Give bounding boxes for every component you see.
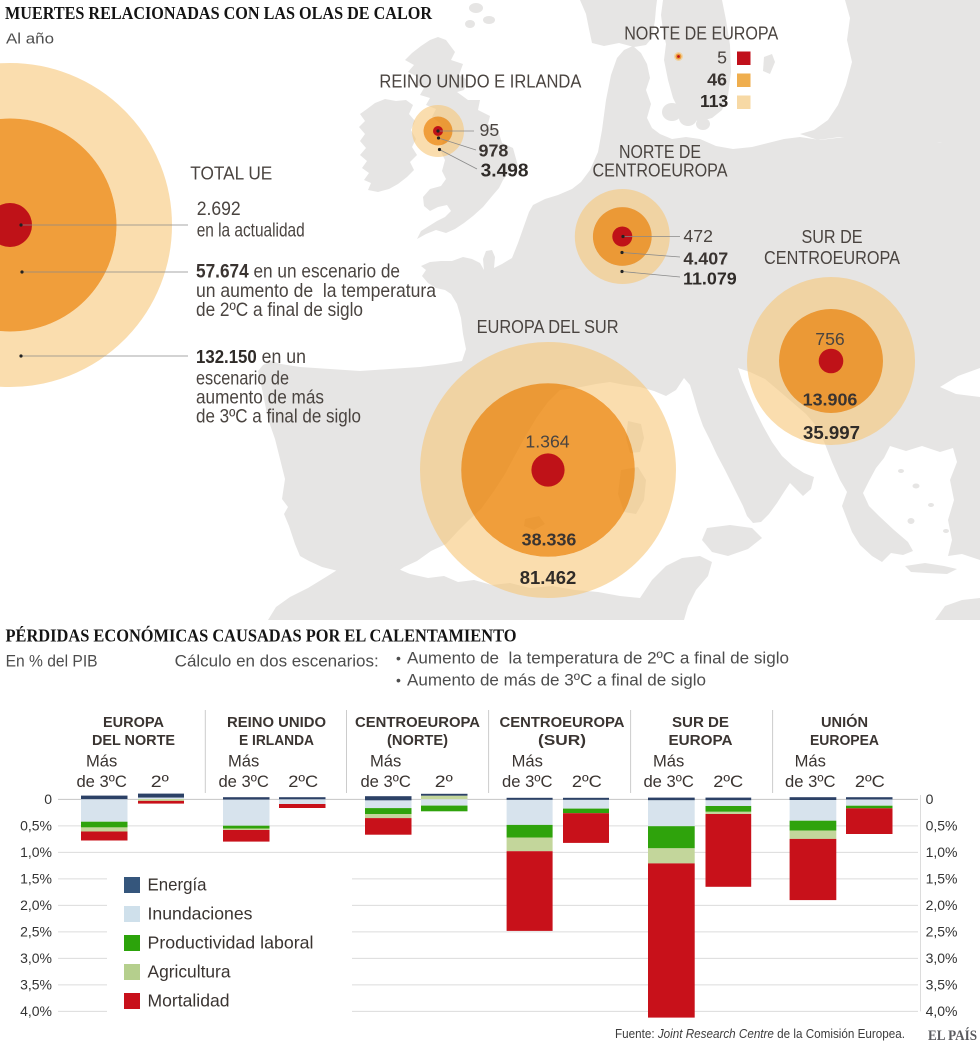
svg-text:de 3ºC: de 3ºC bbox=[76, 772, 126, 791]
svg-text:DEL NORTE: DEL NORTE bbox=[92, 732, 175, 749]
svg-text:Agricultura: Agricultura bbox=[148, 962, 231, 982]
svg-text:2,0%: 2,0% bbox=[926, 897, 958, 913]
svg-text:978: 978 bbox=[479, 140, 509, 160]
svg-text:1,5%: 1,5% bbox=[926, 871, 958, 887]
svg-text:0,5%: 0,5% bbox=[926, 818, 958, 834]
svg-text:2ºC: 2ºC bbox=[855, 772, 885, 791]
svg-text:1.364: 1.364 bbox=[525, 432, 569, 452]
svg-text:REINO UNIDO: REINO UNIDO bbox=[227, 714, 326, 731]
svg-text:2.692: 2.692 bbox=[197, 198, 241, 220]
svg-text:3,5%: 3,5% bbox=[926, 977, 958, 993]
svg-text:Aumento de más de 3ºC a final: Aumento de más de 3ºC a final de siglo bbox=[407, 671, 706, 690]
svg-text:Fuente: Joint Research Centre: Fuente: Joint Research Centre de la Comi… bbox=[615, 1026, 905, 1041]
svg-text:Energía: Energía bbox=[148, 875, 207, 895]
svg-text:CENTROEUROPA: CENTROEUROPA bbox=[355, 714, 480, 731]
svg-text:4,0%: 4,0% bbox=[926, 1003, 958, 1019]
svg-text:3,5%: 3,5% bbox=[20, 977, 52, 993]
svg-text:756: 756 bbox=[815, 329, 845, 349]
svg-text:3,0%: 3,0% bbox=[926, 950, 958, 966]
svg-text:escenario de: escenario de bbox=[196, 368, 289, 390]
svg-text:2º: 2º bbox=[151, 772, 169, 791]
svg-text:132.150 en un: 132.150 en un bbox=[196, 346, 306, 368]
svg-text:Al año: Al año bbox=[6, 32, 54, 48]
svg-text:2,0%: 2,0% bbox=[20, 897, 52, 913]
svg-text:EUROPA: EUROPA bbox=[669, 732, 733, 749]
svg-text:NORTE DE: NORTE DE bbox=[619, 142, 701, 163]
svg-text:MUERTES RELACIONADAS CON LAS O: MUERTES RELACIONADAS CON LAS OLAS DE CAL… bbox=[5, 3, 433, 23]
svg-text:13.906: 13.906 bbox=[803, 390, 858, 410]
svg-text:95: 95 bbox=[480, 120, 500, 140]
svg-text:113: 113 bbox=[700, 91, 728, 111]
svg-text:0: 0 bbox=[44, 791, 52, 807]
svg-text:de 3ºC: de 3ºC bbox=[785, 772, 835, 791]
svg-text:SUR DE: SUR DE bbox=[802, 227, 863, 248]
svg-text:Aumento de la temperatura de: Aumento de la temperatura de 2ºC a final… bbox=[407, 649, 789, 668]
svg-text:de 3ºC: de 3ºC bbox=[360, 772, 410, 791]
svg-text:2,5%: 2,5% bbox=[926, 924, 958, 940]
svg-text:11.079: 11.079 bbox=[683, 269, 737, 289]
svg-text:2ºC: 2ºC bbox=[288, 772, 318, 791]
svg-text:0,5%: 0,5% bbox=[20, 818, 52, 834]
svg-text:46: 46 bbox=[707, 70, 727, 90]
svg-text:en la actualidad: en la actualidad bbox=[197, 219, 305, 241]
svg-text:EUROPA DEL SUR: EUROPA DEL SUR bbox=[477, 317, 619, 338]
svg-text:de 3ºC: de 3ºC bbox=[643, 772, 693, 791]
svg-text:Más: Más bbox=[370, 751, 401, 770]
svg-text:EL PAÍS: EL PAÍS bbox=[928, 1027, 977, 1044]
svg-text:•: • bbox=[396, 672, 401, 688]
svg-text:Más: Más bbox=[86, 751, 117, 770]
svg-text:472: 472 bbox=[683, 226, 713, 246]
svg-text:1,5%: 1,5% bbox=[20, 871, 52, 887]
svg-text:SUR DE: SUR DE bbox=[672, 714, 729, 731]
svg-text:PÉRDIDAS ECONÓMICAS CAUSADAS P: PÉRDIDAS ECONÓMICAS CAUSADAS POR EL CALE… bbox=[6, 626, 517, 646]
svg-text:Productividad laboral: Productividad laboral bbox=[148, 933, 314, 953]
svg-text:2,5%: 2,5% bbox=[20, 924, 52, 940]
svg-text:En % del PIB: En % del PIB bbox=[6, 652, 98, 671]
svg-text:81.462: 81.462 bbox=[520, 567, 577, 588]
svg-text:de 3ºC: de 3ºC bbox=[218, 772, 268, 791]
svg-text:TOTAL UE: TOTAL UE bbox=[190, 163, 272, 184]
svg-text:Más: Más bbox=[512, 751, 543, 770]
svg-text:5: 5 bbox=[717, 48, 727, 68]
svg-text:3,0%: 3,0% bbox=[20, 950, 52, 966]
svg-text:EUROPA: EUROPA bbox=[103, 714, 164, 731]
svg-text:(NORTE): (NORTE) bbox=[387, 732, 448, 749]
svg-text:EUROPEA: EUROPEA bbox=[810, 732, 879, 749]
svg-text:de 3ºC: de 3ºC bbox=[502, 772, 552, 791]
svg-text:0: 0 bbox=[926, 791, 934, 807]
svg-text:2º: 2º bbox=[435, 772, 453, 791]
svg-text:un aumento de la temperatura: un aumento de la temperatura bbox=[196, 280, 436, 302]
svg-text:38.336: 38.336 bbox=[522, 530, 577, 550]
svg-text:4.407: 4.407 bbox=[683, 248, 728, 268]
svg-text:1,0%: 1,0% bbox=[20, 844, 52, 860]
svg-text:4,0%: 4,0% bbox=[20, 1003, 52, 1019]
svg-text:57.674 en un escenario de: 57.674 en un escenario de bbox=[196, 261, 400, 283]
svg-text:CENTROEUROPA: CENTROEUROPA bbox=[500, 714, 625, 731]
svg-text:Más: Más bbox=[653, 751, 684, 770]
svg-text:aumento de más: aumento de más bbox=[196, 387, 324, 409]
svg-text:2ºC: 2ºC bbox=[713, 772, 743, 791]
svg-text:Inundaciones: Inundaciones bbox=[148, 904, 253, 924]
svg-text:E IRLANDA: E IRLANDA bbox=[239, 732, 314, 749]
svg-text:Más: Más bbox=[795, 751, 826, 770]
svg-text:de 3ºC a final de siglo: de 3ºC a final de siglo bbox=[196, 406, 361, 428]
svg-text:2ºC: 2ºC bbox=[572, 772, 602, 791]
svg-text:Mortalidad: Mortalidad bbox=[148, 991, 230, 1011]
svg-text:CENTROEUROPA: CENTROEUROPA bbox=[593, 161, 728, 182]
svg-text:CENTROEUROPA: CENTROEUROPA bbox=[764, 248, 900, 269]
svg-text:3.498: 3.498 bbox=[481, 159, 529, 180]
svg-text:1,0%: 1,0% bbox=[926, 844, 958, 860]
svg-text:UNIÓN: UNIÓN bbox=[821, 713, 868, 731]
svg-text:NORTE DE EUROPA: NORTE DE EUROPA bbox=[624, 24, 778, 45]
svg-text:•: • bbox=[396, 650, 401, 666]
svg-text:de 2ºC a final de siglo: de 2ºC a final de siglo bbox=[196, 299, 363, 321]
svg-text:Cálculo en dos escenarios:: Cálculo en dos escenarios: bbox=[175, 652, 379, 671]
svg-text:(SUR): (SUR) bbox=[538, 732, 586, 749]
svg-text:REINO UNIDO E IRLANDA: REINO UNIDO E IRLANDA bbox=[379, 72, 581, 93]
svg-text:Más: Más bbox=[228, 751, 259, 770]
svg-text:35.997: 35.997 bbox=[803, 422, 860, 443]
